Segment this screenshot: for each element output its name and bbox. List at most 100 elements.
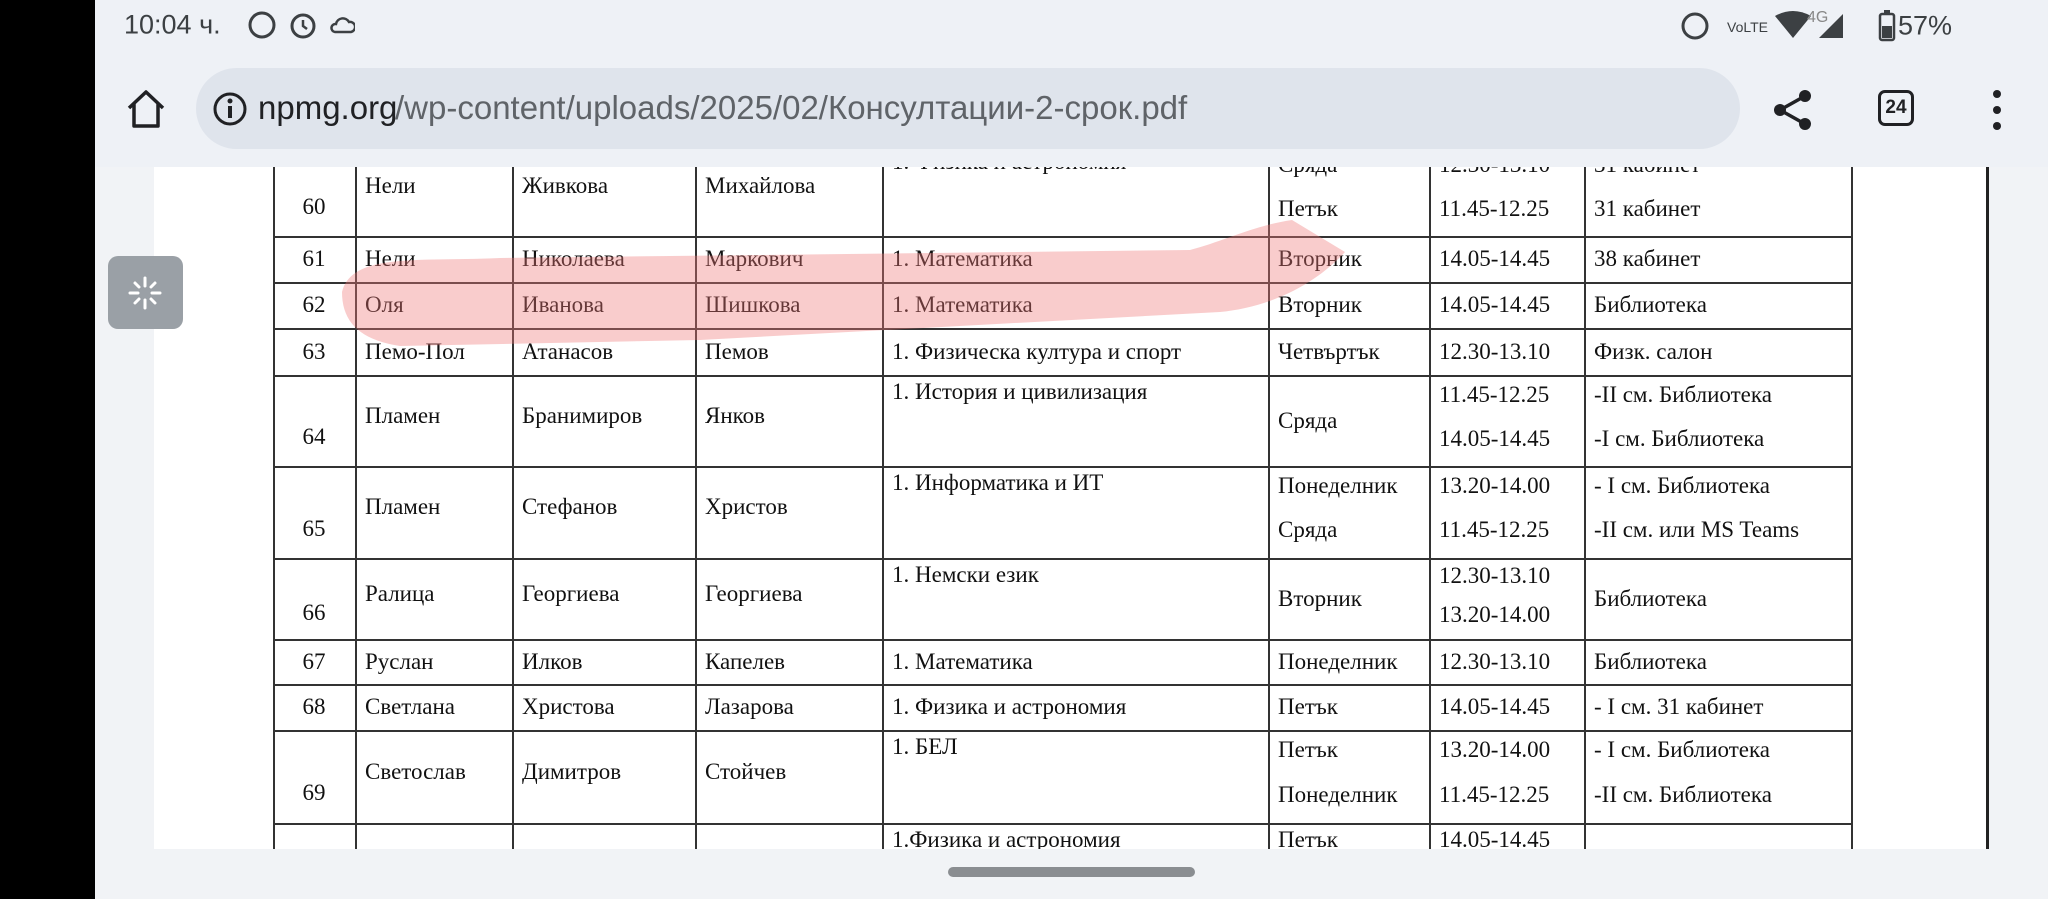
room: - I см. Библиотека [1594,737,1771,763]
status-icons-left [248,11,355,39]
time: 13.20-14.00 [1439,737,1551,763]
row-number: 61 [302,246,326,271]
table-rule [273,639,1851,641]
highlight-scribble [342,220,1345,346]
table-column-rule [1429,167,1431,849]
browser-toolbar: npmg.org /wp-content/uploads/2025/02/Кон… [95,50,2048,167]
side-bar [0,0,95,899]
day: Вторник [1278,246,1362,272]
room: 31 кабинет [1594,167,1700,178]
network-type: 4G [1807,9,1829,26]
row-number: 63 [302,338,326,364]
table-column-rule [355,167,357,849]
middle-name: Христова [522,694,615,719]
first-name: Светослав [365,758,466,784]
time: 13.20-14.00 [1439,473,1551,499]
middle-name: Живкова [522,172,609,198]
subject: 1. Математика [892,246,1033,272]
room: - I см. 31 кабинет [1594,694,1764,719]
table-rule [273,375,1851,377]
day: Петък [1278,827,1338,849]
time: 11.45-12.25 [1439,782,1550,808]
table-rule [273,282,1851,284]
share-button[interactable] [1771,88,1815,132]
tab-switcher[interactable]: 24 [1878,90,1914,126]
first-name: Светлана [365,694,455,719]
middle-name: Димитров [522,758,622,784]
time: 11.45-12.25 [1439,382,1550,408]
day: Понеделник [1278,782,1398,808]
time: 11.45-12.25 [1439,195,1550,221]
row-number: 67 [302,648,326,674]
subject: 1. Физика и астрономия [892,694,1127,719]
table-column-rule [882,167,884,849]
address-bar[interactable]: npmg.org /wp-content/uploads/2025/02/Кон… [196,68,1740,149]
last-name: Янков [705,402,766,428]
room: -II см. Библиотека [1594,782,1772,808]
room: Библиотека [1594,648,1707,674]
middle-name: Стефанов [522,494,618,520]
day: Вторник [1278,585,1362,611]
row-number: 69 [302,780,326,806]
room: -I см. Библиотека [1594,425,1765,451]
row-number: 68 [302,694,326,719]
day: Понеделник [1278,473,1398,499]
table: 60 Нели Живкова Михайлова 1. Физика и астрон… [0,167,2048,849]
row-number: 64 [302,423,326,449]
svg-text:VoLTE: VoLTE [1727,19,1768,35]
url-path: /wp-content/uploads/2025/02/Консултации-… [395,89,1188,126]
subject: 1. Физика и астрономия [892,167,1126,175]
row-number: 65 [302,515,326,541]
first-name: Ралица [365,581,435,607]
row-number: 60 [302,193,326,219]
middle-name: Георгиева [522,581,620,607]
room: -II см. или MS Teams [1594,517,1800,543]
last-name: Пемов [705,338,769,364]
subject: 1. Математика [892,648,1033,674]
menu-button[interactable] [1989,88,2005,132]
subject: 1. Немски език [892,562,1039,587]
room: -II см. Библиотека [1594,382,1772,408]
url-domain: npmg.org [258,89,398,126]
table-rule [273,558,1851,560]
table-column-rule [1584,167,1586,849]
home-button[interactable] [125,88,167,130]
site-info-icon[interactable] [211,90,249,128]
room: - I см. Библиотека [1594,473,1771,499]
first-name: Пемо-Пол [365,338,465,364]
time: 14.05-14.45 [1439,694,1551,719]
subject: 1. История и цивилизация [892,379,1148,404]
time: 14.05-14.45 [1439,292,1551,317]
battery-icon [1878,10,1896,42]
last-name: Капелев [705,648,786,674]
time: 14.05-14.45 [1439,246,1551,271]
day: Сряда [1278,407,1338,433]
first-name: Нели [365,172,416,198]
subject: 1. БЕЛ [892,734,958,759]
subject: 1. Физическа култура и спорт [892,338,1182,364]
table-rule [273,328,1851,330]
time: 12.30-13.10 [1439,338,1551,364]
row-number: 66 [302,600,326,626]
middle-name: Бранимиров [522,402,643,428]
gesture-bar [948,867,1195,877]
time: 12.30-13.10 [1439,562,1551,588]
last-name: Михайлова [705,172,816,198]
battery-level: 57% [1898,10,1953,41]
table-rule [273,466,1851,468]
last-name: Стойчев [705,758,787,784]
day: Сряда [1278,517,1338,543]
day: Петък [1278,694,1338,719]
last-name: Георгиева [705,581,803,607]
last-name: Шишкова [705,292,801,318]
day: Петък [1278,737,1338,763]
table-column-rule [273,167,275,849]
room: Библиотека [1594,292,1707,317]
subject: 1.Физика и астрономия [892,827,1121,849]
table-rule [273,823,1851,825]
floating-button[interactable] [108,256,183,329]
page-border [1986,167,1989,849]
room: Библиотека [1594,585,1707,611]
time: 14.05-14.45 [1439,827,1551,849]
